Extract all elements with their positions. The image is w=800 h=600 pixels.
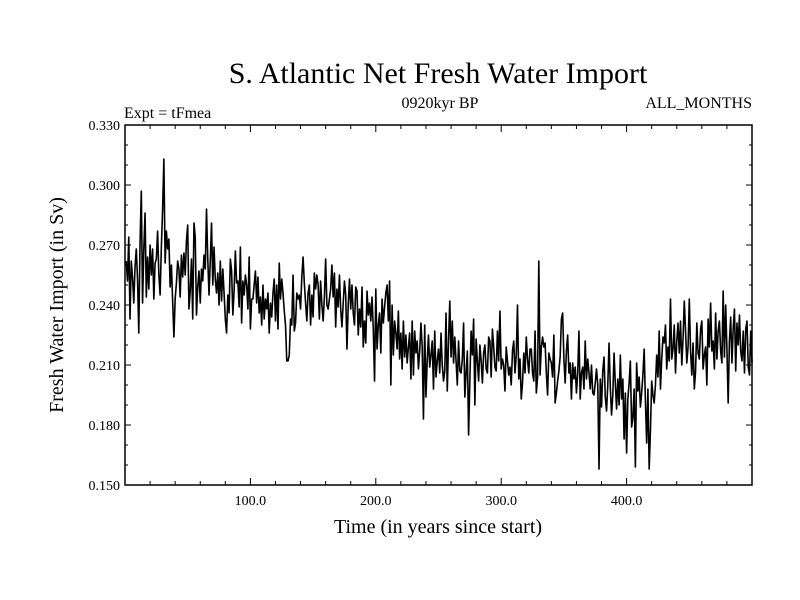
- y-tick-label: 0.150: [89, 479, 121, 494]
- y-axis-label: Fresh Water Import (in Sv): [46, 197, 68, 413]
- series-line: [125, 158, 753, 470]
- y-tick-label: 0.210: [89, 359, 121, 374]
- y-tick-label: 0.240: [89, 299, 121, 314]
- x-tick-label: 200.0: [360, 494, 392, 509]
- x-tick-label: 300.0: [485, 494, 517, 509]
- experiment-label: Expt = tFmea: [124, 105, 211, 122]
- chart-title: S. Atlantic Net Fresh Water Import: [229, 57, 648, 90]
- y-tick-label: 0.270: [89, 239, 121, 254]
- months-label: ALL_MONTHS: [645, 95, 752, 112]
- x-axis-label: Time (in years since start): [334, 516, 542, 538]
- y-tick-label: 0.180: [89, 419, 121, 434]
- y-tick-label: 0.300: [89, 179, 121, 194]
- period-label: 0920kyr BP: [402, 95, 479, 112]
- x-tick-label: 400.0: [611, 494, 643, 509]
- axis-tick-labels: 0.150 0.180 0.210 0.240 0.270 0.300 0.330 100.0…: [89, 119, 643, 509]
- plot-frame: [124, 124, 753, 486]
- y-tick-label: 0.330: [89, 119, 121, 134]
- x-tick-label: 100.0: [235, 494, 267, 509]
